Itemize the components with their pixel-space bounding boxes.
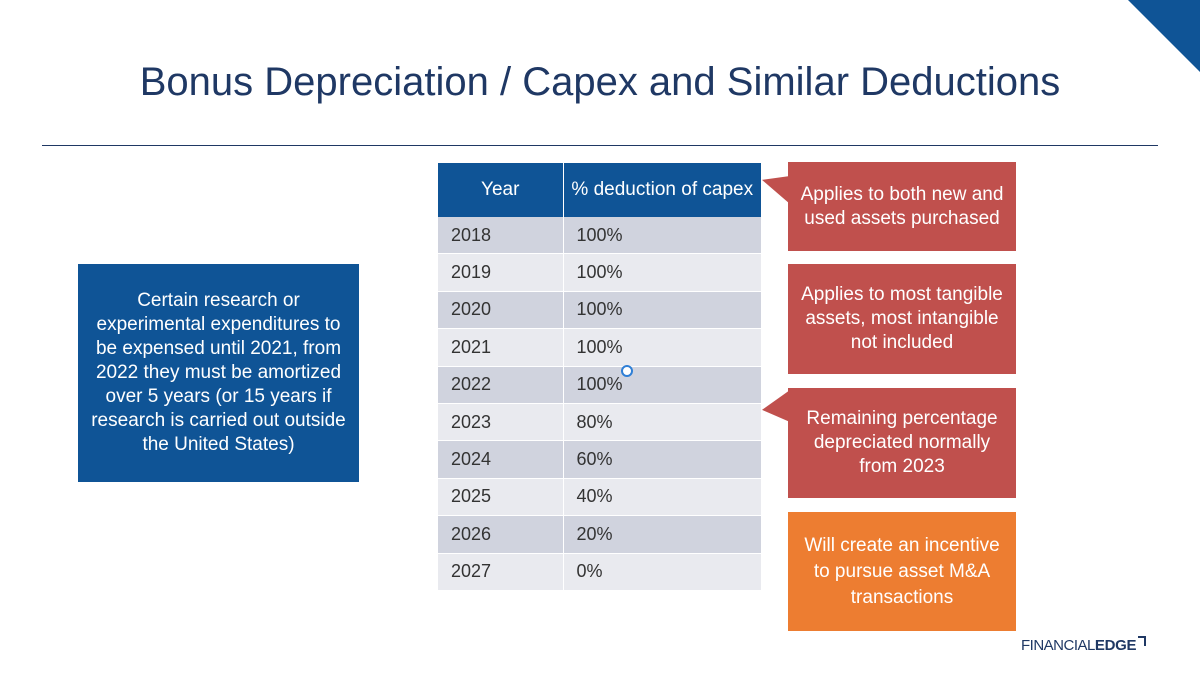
logo-text-edge: EDGE xyxy=(1094,637,1137,654)
cell-deduction: 60% xyxy=(563,440,761,479)
callout-remaining-percentage: Remaining percentage depreciated normall… xyxy=(788,388,1016,498)
table-row: 2023 80% xyxy=(438,403,761,442)
table-header-row: Year % deduction of capex xyxy=(438,163,761,217)
cell-deduction: 100% xyxy=(563,366,761,404)
cell-year: 2021 xyxy=(438,328,564,367)
callout-ma-incentive: Will create an incentive to pursue asset… xyxy=(788,512,1016,631)
header-deduction: % deduction of capex xyxy=(563,163,761,217)
slide-title: Bonus Depreciation / Capex and Similar D… xyxy=(139,60,1061,104)
cell-deduction: 100% xyxy=(563,253,761,292)
research-note-box: Certain research or experimental expendi… xyxy=(78,264,359,482)
cell-year: 2022 xyxy=(438,366,564,404)
table-row: 2020 100% xyxy=(438,291,761,330)
table-row: 2025 40% xyxy=(438,478,761,517)
callout-text: Will create an incentive to pursue asset… xyxy=(804,534,1000,608)
cell-deduction: 40% xyxy=(563,478,761,517)
table-row: 2026 20% xyxy=(438,515,761,554)
logo-text-financial: FINANCIAL xyxy=(1021,637,1095,654)
table-row: 2027 0% xyxy=(438,553,761,591)
logo-corner-icon xyxy=(1138,636,1147,646)
callout-tangible-assets: Applies to most tangible assets, most in… xyxy=(788,264,1016,374)
cell-deduction: 100% xyxy=(563,291,761,330)
cell-deduction: 80% xyxy=(563,403,761,442)
callout-pointer-new-used xyxy=(762,176,790,204)
cell-year: 2026 xyxy=(438,515,564,554)
deduction-table: Year % deduction of capex 2018 100% 2019… xyxy=(438,163,761,591)
cell-year: 2019 xyxy=(438,253,564,292)
table-row: 2024 60% xyxy=(438,440,761,479)
callout-text: Remaining percentage depreciated normall… xyxy=(806,408,998,477)
cell-year: 2027 xyxy=(438,553,564,591)
cell-deduction: 20% xyxy=(563,515,761,554)
callout-text: Applies to most tangible assets, most in… xyxy=(801,284,1003,353)
cell-year: 2018 xyxy=(438,217,564,255)
cell-year: 2024 xyxy=(438,440,564,479)
financial-edge-logo: FINANCIAL EDGE xyxy=(1021,636,1147,657)
callout-text: Applies to both new and used assets purc… xyxy=(800,183,1004,229)
cell-year: 2025 xyxy=(438,478,564,517)
cell-year: 2023 xyxy=(438,403,564,442)
header-year: Year xyxy=(438,163,564,217)
cell-deduction: 0% xyxy=(563,553,761,591)
callout-pointer-remaining xyxy=(762,390,790,422)
research-note-text: Certain research or experimental expendi… xyxy=(91,290,346,455)
callout-new-used-assets: Applies to both new and used assets purc… xyxy=(788,162,1016,251)
table-row: 2021 100% xyxy=(438,328,761,367)
cursor-indicator xyxy=(621,365,633,377)
cell-year: 2020 xyxy=(438,291,564,330)
table-row: 2019 100% xyxy=(438,253,761,292)
cell-deduction: 100% xyxy=(563,328,761,367)
table-row: 2018 100% xyxy=(438,217,761,255)
title-divider xyxy=(42,145,1158,146)
table-row: 2022 100% xyxy=(438,366,761,404)
cell-deduction: 100% xyxy=(563,217,761,255)
